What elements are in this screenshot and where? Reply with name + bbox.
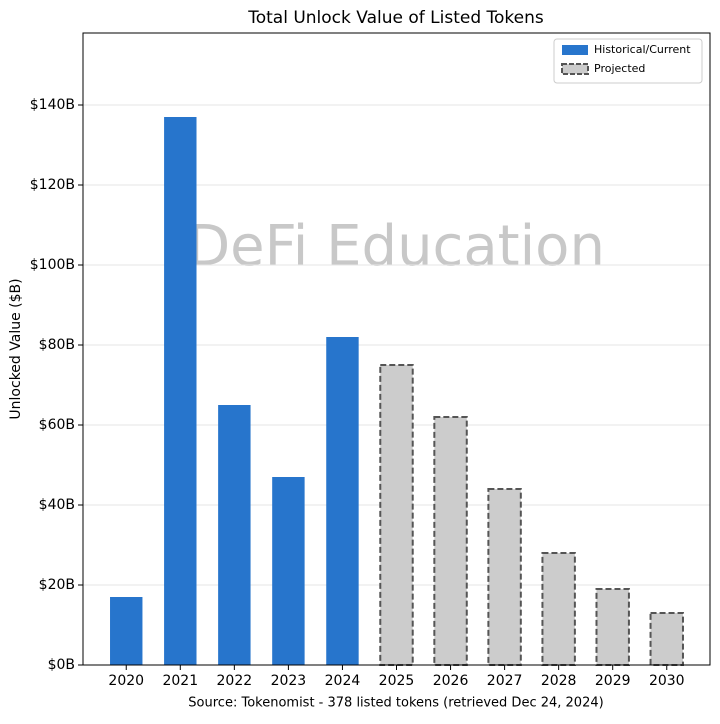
x-tick-label: 2021 bbox=[162, 673, 198, 689]
bar bbox=[595, 588, 630, 666]
bar bbox=[487, 488, 522, 666]
bar bbox=[272, 477, 305, 665]
y-tick-label: $60B bbox=[39, 417, 75, 433]
x-tick-label: 2029 bbox=[595, 673, 631, 689]
x-tick-label: 2025 bbox=[379, 673, 415, 689]
bar bbox=[649, 612, 684, 666]
y-tick-label: $120B bbox=[30, 177, 75, 193]
legend-swatch bbox=[561, 63, 589, 75]
x-tick-label: 2023 bbox=[271, 673, 307, 689]
x-axis-label: Source: Tokenomist - 378 listed tokens (… bbox=[188, 696, 603, 711]
y-tick-label: $100B bbox=[30, 257, 75, 273]
x-tick-label: 2028 bbox=[541, 673, 577, 689]
bar bbox=[110, 597, 143, 665]
plot-frame bbox=[82, 32, 711, 666]
x-tick-label: 2026 bbox=[433, 673, 469, 689]
x-tick-label: 2020 bbox=[108, 673, 144, 689]
legend-label: Historical/Current bbox=[594, 43, 691, 56]
legend-label: Projected bbox=[594, 62, 645, 75]
x-tick-label: 2022 bbox=[217, 673, 253, 689]
y-tick-label: $0B bbox=[48, 657, 75, 673]
chart-title: Total Unlock Value of Listed Tokens bbox=[247, 8, 544, 28]
y-tick-label: $140B bbox=[30, 97, 75, 113]
y-tick-label: $40B bbox=[39, 497, 75, 513]
legend-box bbox=[553, 38, 703, 84]
watermark: DeFi Education bbox=[187, 214, 605, 279]
bar bbox=[218, 405, 251, 665]
y-tick-label: $20B bbox=[39, 577, 75, 593]
x-tick-label: 2030 bbox=[649, 673, 685, 689]
bar bbox=[379, 364, 414, 666]
bar bbox=[541, 552, 576, 666]
x-tick-label: 2024 bbox=[325, 673, 361, 689]
bar bbox=[433, 416, 468, 666]
y-axis-label: Unlocked Value ($B) bbox=[8, 278, 24, 419]
legend-swatch bbox=[562, 45, 588, 55]
y-tick-label: $80B bbox=[39, 337, 75, 353]
bar bbox=[164, 117, 197, 665]
x-tick-label: 2027 bbox=[487, 673, 523, 689]
bar bbox=[326, 337, 359, 665]
